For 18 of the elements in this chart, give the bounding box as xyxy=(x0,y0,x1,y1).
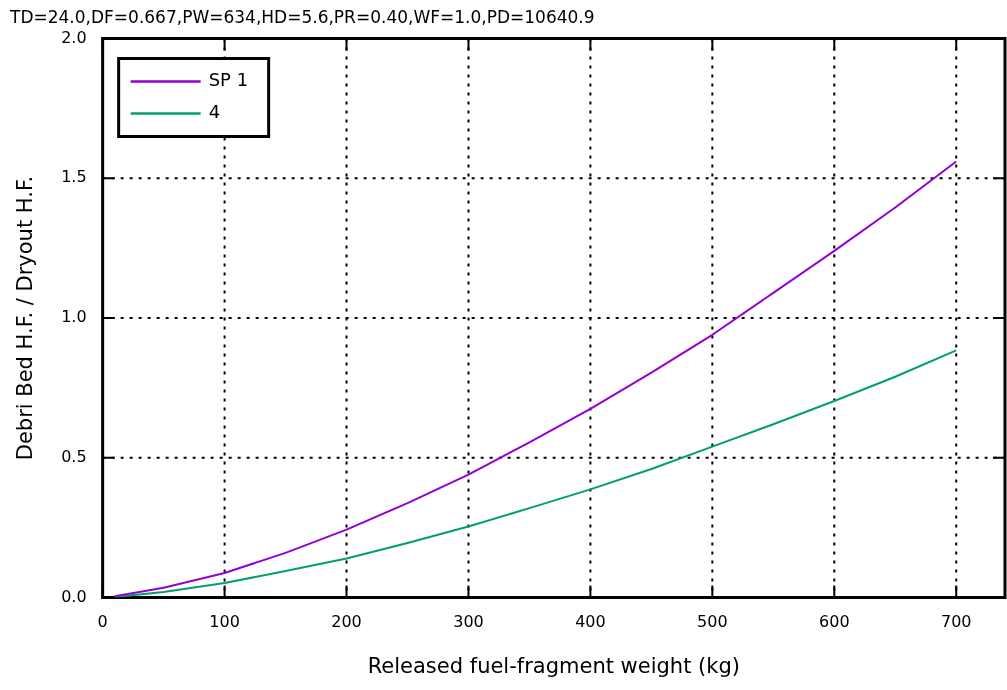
x-axis-title: Released fuel-fragment weight (kg) xyxy=(367,653,740,678)
y-axis-title: Debri Bed H.F. / Dryout H.F. xyxy=(13,175,38,461)
chart-title: TD=24.0,DF=0.667,PW=634,HD=5.6,PR=0.40,WF=1.0,PD=10640.9 xyxy=(9,6,595,27)
x-tick-label: 600 xyxy=(819,612,850,632)
x-tick-label: 300 xyxy=(453,612,484,632)
y-tick-label: 1.0 xyxy=(61,307,87,327)
legend-label: SP 1 xyxy=(208,69,249,91)
y-tick-label: 0.0 xyxy=(61,586,87,606)
x-tick-label: 200 xyxy=(331,612,362,632)
y-tick-label: 2.0 xyxy=(61,27,87,47)
x-tick-label: 0 xyxy=(97,612,108,632)
x-tick-label: 400 xyxy=(575,612,606,632)
y-tick-label: 1.5 xyxy=(61,167,87,187)
y-tick-label: 0.5 xyxy=(61,446,87,466)
x-tick-label: 700 xyxy=(940,612,972,632)
legend-label: 4 xyxy=(208,101,221,123)
x-tick-label: 100 xyxy=(209,612,240,632)
x-tick-label: 500 xyxy=(697,612,728,632)
